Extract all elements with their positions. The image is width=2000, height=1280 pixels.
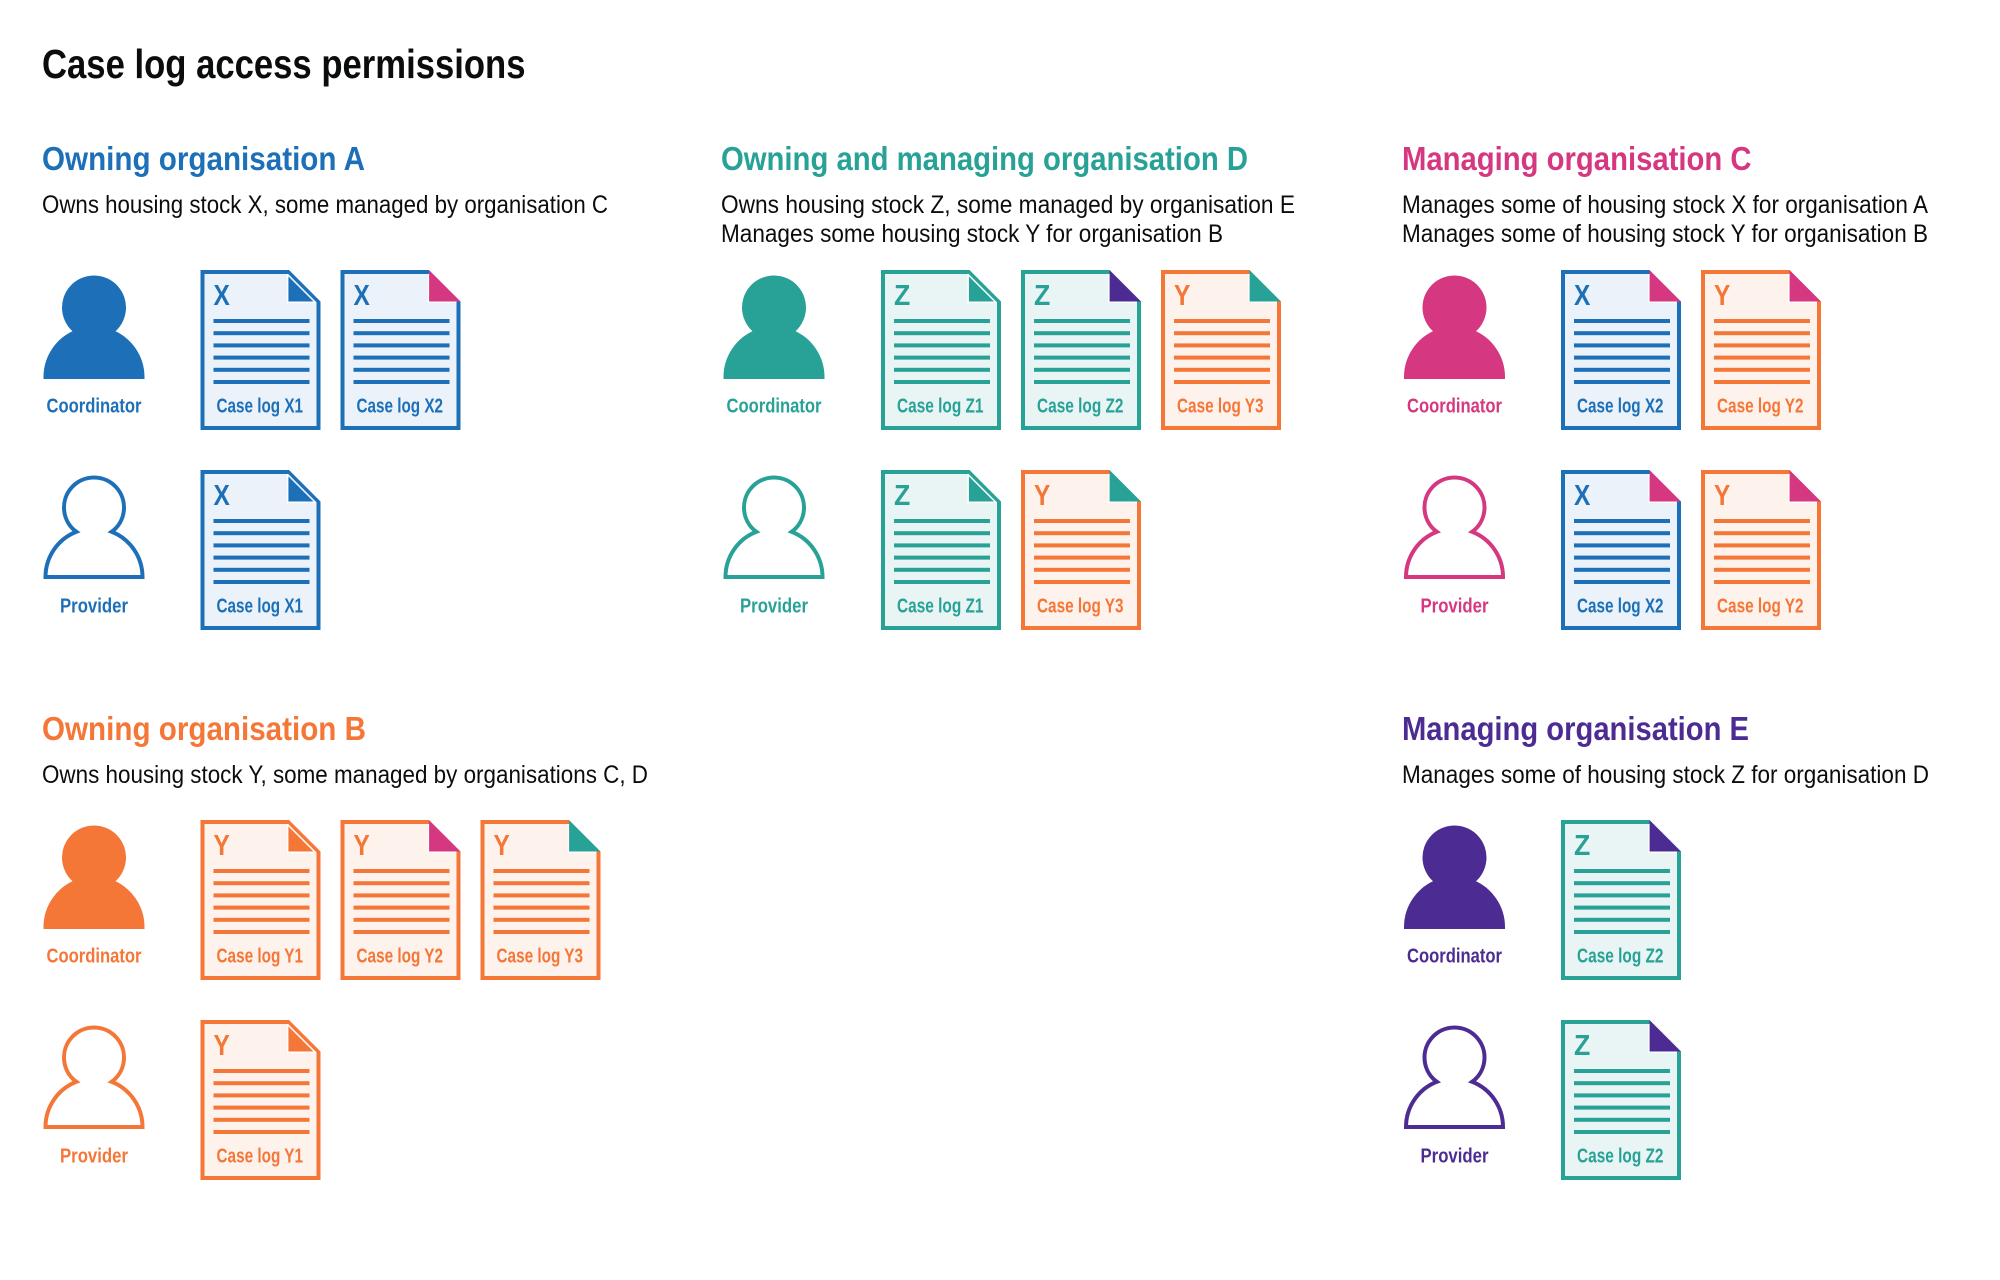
svg-text:Case log Y3: Case log Y3 [497, 946, 584, 968]
svg-text:Owning organisation A: Owning organisation A [42, 140, 365, 177]
svg-text:Manages some of housing stock: Manages some of housing stock Z for orga… [1402, 761, 1929, 789]
svg-text:Z: Z [1034, 280, 1050, 312]
svg-text:X: X [214, 280, 231, 312]
svg-text:Manages some housing stock Y f: Manages some housing stock Y for organis… [721, 220, 1223, 248]
svg-text:Coordinator: Coordinator [1407, 946, 1502, 968]
svg-text:Case log Y2: Case log Y2 [357, 946, 444, 968]
svg-text:Case log Z2: Case log Z2 [1037, 396, 1124, 418]
svg-text:X: X [1574, 280, 1591, 312]
svg-text:Case log Y1: Case log Y1 [217, 1146, 304, 1168]
svg-text:Z: Z [1574, 1030, 1590, 1062]
svg-text:Case log X2: Case log X2 [357, 396, 444, 418]
svg-text:Manages some of housing stock: Manages some of housing stock X for orga… [1402, 191, 1928, 219]
svg-text:Z: Z [1574, 830, 1590, 862]
svg-text:Case log Z1: Case log Z1 [897, 596, 984, 618]
svg-text:Case log Y2: Case log Y2 [1717, 396, 1804, 418]
svg-text:Case log X1: Case log X1 [217, 396, 304, 418]
svg-text:Manages some of housing stock: Manages some of housing stock Y for orga… [1402, 220, 1928, 248]
svg-text:X: X [214, 480, 231, 512]
svg-text:Case log X2: Case log X2 [1577, 396, 1664, 418]
svg-text:Y: Y [214, 830, 230, 862]
svg-text:Case log X1: Case log X1 [217, 596, 304, 618]
svg-text:Coordinator: Coordinator [47, 946, 142, 968]
svg-text:Managing organisation C: Managing organisation C [1402, 140, 1752, 177]
svg-text:Case log Y1: Case log Y1 [217, 946, 304, 968]
svg-text:Provider: Provider [740, 596, 808, 618]
svg-text:Y: Y [1714, 480, 1730, 512]
svg-text:Coordinator: Coordinator [1407, 396, 1502, 418]
svg-text:Case log Z1: Case log Z1 [897, 396, 984, 418]
svg-text:Z: Z [894, 480, 910, 512]
svg-text:Y: Y [354, 830, 370, 862]
svg-text:Y: Y [1714, 280, 1730, 312]
svg-text:Y: Y [214, 1030, 230, 1062]
svg-text:Case log Y3: Case log Y3 [1037, 596, 1124, 618]
svg-text:X: X [1574, 480, 1591, 512]
svg-text:Owns housing stock X, some man: Owns housing stock X, some managed by or… [42, 191, 608, 219]
svg-text:Case log Z2: Case log Z2 [1577, 946, 1664, 968]
svg-text:Owning and managing organisati: Owning and managing organisation D [721, 140, 1248, 177]
svg-text:Provider: Provider [60, 1146, 128, 1168]
svg-text:Provider: Provider [60, 596, 128, 618]
svg-text:Owns housing stock Z, some man: Owns housing stock Z, some managed by or… [721, 191, 1295, 219]
svg-text:Owning organisation B: Owning organisation B [42, 710, 366, 747]
svg-text:Provider: Provider [1421, 1146, 1489, 1168]
svg-text:Case log X2: Case log X2 [1577, 596, 1664, 618]
svg-text:Z: Z [894, 280, 910, 312]
svg-text:Case log access permissions: Case log access permissions [42, 41, 526, 87]
svg-text:Owns housing stock Y, some man: Owns housing stock Y, some managed by or… [42, 761, 648, 789]
svg-text:Y: Y [1174, 280, 1190, 312]
svg-text:Managing organisation E: Managing organisation E [1402, 710, 1749, 747]
svg-text:Y: Y [1034, 480, 1050, 512]
svg-text:Provider: Provider [1421, 596, 1489, 618]
svg-text:Case log Y2: Case log Y2 [1717, 596, 1804, 618]
svg-text:Case log Z2: Case log Z2 [1577, 1146, 1664, 1168]
svg-text:Case log Y3: Case log Y3 [1177, 396, 1264, 418]
svg-text:Coordinator: Coordinator [727, 396, 822, 418]
svg-text:Y: Y [494, 830, 510, 862]
svg-text:X: X [354, 280, 371, 312]
svg-text:Coordinator: Coordinator [47, 396, 142, 418]
